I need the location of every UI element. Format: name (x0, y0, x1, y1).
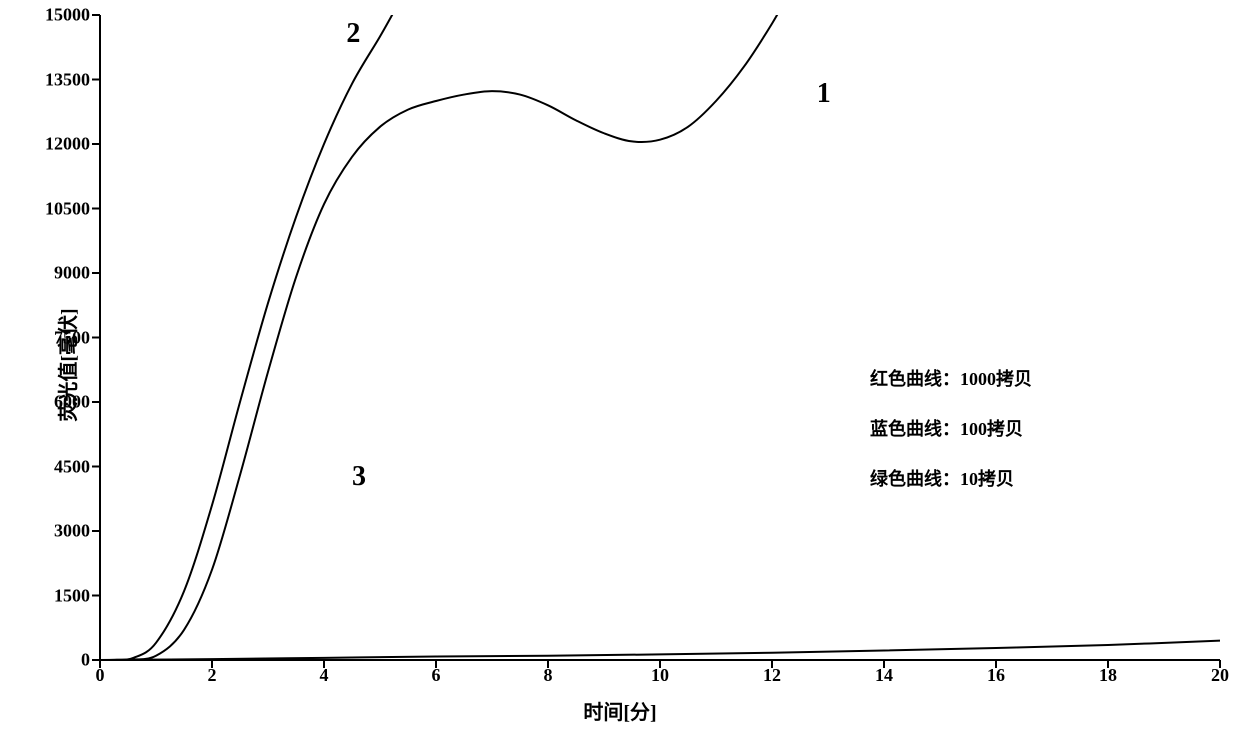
x-tick-label: 8 (544, 665, 553, 686)
chart-container: 荧光值[毫伏] 时间[分] 01500300045006000750090001… (0, 0, 1240, 730)
y-tick-label: 10500 (45, 198, 90, 219)
x-tick-label: 4 (320, 665, 329, 686)
y-tick-label: 9000 (54, 263, 90, 284)
y-tick-label: 4500 (54, 456, 90, 477)
x-tick-label: 10 (651, 665, 669, 686)
legend-item-2: 绿色曲线：10拷贝 (870, 465, 1014, 491)
curve-label-curve3: 3 (352, 461, 366, 493)
x-tick-label: 14 (875, 665, 893, 686)
chart-svg (0, 0, 1240, 730)
curve-label-curve2: 2 (346, 18, 360, 50)
x-tick-label: 0 (96, 665, 105, 686)
y-tick-label: 1500 (54, 585, 90, 606)
curve-curve3 (100, 641, 1220, 660)
x-tick-label: 16 (987, 665, 1005, 686)
x-tick-label: 6 (432, 665, 441, 686)
y-tick-label: 3000 (54, 521, 90, 542)
y-tick-label: 7500 (54, 327, 90, 348)
legend-item-1: 蓝色曲线：100拷贝 (870, 415, 1023, 441)
x-tick-label: 20 (1211, 665, 1229, 686)
y-tick-label: 13500 (45, 69, 90, 90)
y-tick-label: 15000 (45, 5, 90, 26)
y-tick-label: 12000 (45, 134, 90, 155)
legend-item-0: 红色曲线：1000拷贝 (870, 365, 1032, 391)
curve-curve1 (100, 0, 789, 660)
x-tick-label: 18 (1099, 665, 1117, 686)
x-tick-label: 12 (763, 665, 781, 686)
y-tick-label: 6000 (54, 392, 90, 413)
y-tick-label: 0 (81, 650, 90, 671)
curve-curve2 (100, 0, 408, 660)
x-tick-label: 2 (208, 665, 217, 686)
curve-label-curve1: 1 (817, 78, 831, 110)
